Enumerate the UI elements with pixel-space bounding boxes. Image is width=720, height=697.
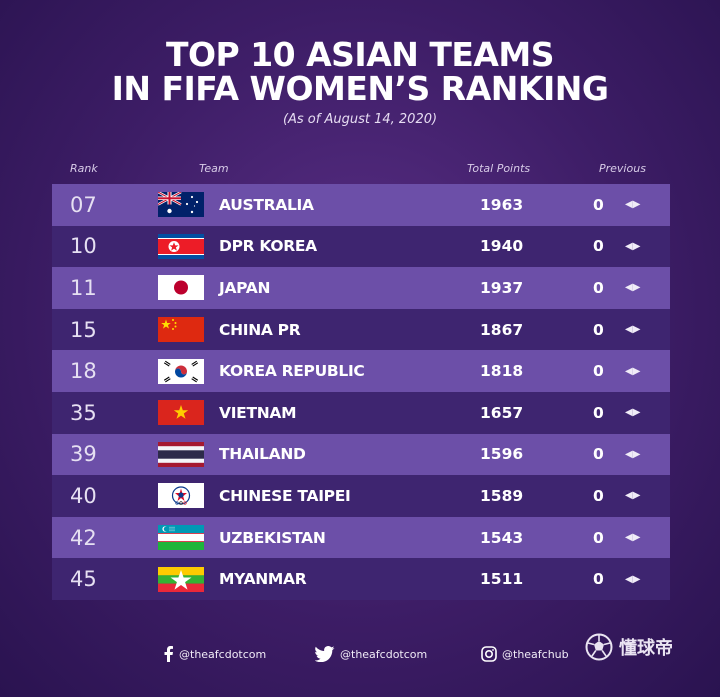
footer-facebook[interactable]: @theafcdotcom [162, 646, 266, 662]
unchanged-arrows-icon: ◀▶ [625, 573, 641, 585]
rank-cell: 40 [70, 483, 97, 508]
rank-cell: 15 [70, 317, 97, 342]
total-points: 1937 [480, 278, 524, 297]
page-subtitle: (As of August 14, 2020) [282, 112, 438, 127]
column-header-previous: Previous [599, 162, 646, 175]
team-name: DPR KOREA [219, 237, 317, 256]
total-points: 1511 [480, 570, 524, 589]
total-points: 1940 [480, 237, 524, 256]
column-header-rank: Rank [70, 162, 98, 175]
twitter-icon [315, 646, 335, 662]
watermark-text: 懂球帝 [619, 638, 673, 659]
instagram-icon [481, 646, 497, 662]
rank-cell: 42 [70, 525, 97, 550]
title-line-2: IN FIFA WOMEN’S RANKING [111, 69, 609, 108]
rank-cell: 10 [70, 234, 97, 259]
previous-change: 0 [593, 403, 604, 422]
table-row: 18 KOREA REPUBLIC 1818 0 ◀▶ [52, 350, 670, 392]
thailand-flag-icon [158, 441, 204, 467]
previous-change: 0 [593, 362, 604, 381]
footer-twitter[interactable]: @theafcdotcom [315, 646, 427, 662]
table-row: 10 DPR KOREA 1940 0 ◀▶ [52, 225, 670, 268]
chinese-taipei-flag-icon [158, 483, 204, 509]
team-name: VIETNAM [219, 403, 297, 422]
table-row: 11 JAPAN 1937 0 ◀▶ [52, 267, 670, 309]
vietnam-flag-icon [158, 400, 204, 426]
rank-cell: 35 [70, 400, 97, 425]
total-points: 1589 [480, 486, 524, 505]
table-row: 45 MYANMAR 1511 0 ◀▶ [52, 558, 670, 600]
total-points: 1963 [480, 195, 524, 214]
ranking-table: 07 [52, 184, 670, 600]
total-points: 1596 [480, 445, 524, 464]
china-flag-icon [158, 317, 204, 343]
team-name: JAPAN [219, 278, 271, 297]
unchanged-arrows-icon: ◀▶ [625, 490, 641, 502]
table-row: 40 CHINESE TAIPEI 1589 0 ◀▶ [52, 475, 670, 517]
team-name: CHINESE TAIPEI [219, 486, 351, 505]
rank-cell: 07 [70, 192, 97, 217]
previous-change: 0 [593, 486, 604, 505]
myanmar-flag-icon [158, 566, 204, 592]
instagram-handle: @theafchub [502, 647, 569, 661]
team-name: UZBEKISTAN [219, 528, 326, 547]
total-points: 1657 [480, 403, 524, 422]
previous-change: 0 [593, 320, 604, 339]
table-row: 15 CHINA PR 1867 0 ◀▶ [52, 308, 670, 351]
japan-flag-icon [158, 275, 204, 301]
unchanged-arrows-icon: ◀▶ [625, 448, 641, 460]
australia-flag-icon [158, 192, 204, 218]
unchanged-arrows-icon: ◀▶ [625, 532, 641, 544]
team-name: MYANMAR [219, 570, 307, 589]
total-points: 1867 [480, 320, 524, 339]
unchanged-arrows-icon: ◀▶ [625, 324, 641, 336]
previous-change: 0 [593, 528, 604, 547]
total-points: 1543 [480, 528, 524, 547]
total-points: 1818 [480, 362, 524, 381]
rank-cell: 11 [70, 275, 97, 300]
title-line-1: TOP 10 ASIAN TEAMS [165, 35, 555, 74]
footer-instagram[interactable]: @theafchub [481, 646, 569, 662]
table-row: 07 [52, 184, 670, 226]
twitter-handle: @theafcdotcom [340, 647, 428, 661]
facebook-icon [164, 646, 173, 662]
team-name: CHINA PR [219, 320, 301, 339]
unchanged-arrows-icon: ◀▶ [625, 199, 641, 211]
team-name: AUSTRALIA [219, 195, 314, 214]
previous-change: 0 [593, 445, 604, 464]
unchanged-arrows-icon: ◀▶ [625, 407, 641, 419]
north-korea-flag-icon [158, 233, 204, 259]
team-name: KOREA REPUBLIC [219, 362, 365, 381]
page-title: TOP 10 ASIAN TEAMS IN FIFA WOMEN’S RANKI… [0, 38, 720, 106]
column-header-team: Team [199, 162, 229, 175]
unchanged-arrows-icon: ◀▶ [625, 240, 641, 252]
table-row: 35 VIETNAM 1657 0 ◀▶ [52, 391, 670, 434]
watermark: 懂球帝 [585, 633, 673, 661]
south-korea-flag-icon [158, 358, 204, 384]
facebook-handle: @theafcdotcom [179, 647, 267, 661]
previous-change: 0 [593, 237, 604, 256]
rank-cell: 45 [70, 567, 97, 592]
previous-change: 0 [593, 570, 604, 589]
rank-cell: 39 [70, 442, 97, 467]
uzbekistan-flag-icon [158, 525, 204, 551]
unchanged-arrows-icon: ◀▶ [625, 365, 641, 377]
team-name: THAILAND [219, 445, 306, 464]
previous-change: 0 [593, 195, 604, 214]
unchanged-arrows-icon: ◀▶ [625, 282, 641, 294]
rank-cell: 18 [70, 359, 97, 384]
column-header-points: Total Points [467, 162, 531, 175]
table-row: 42 UZBEKISTAN 1543 0 ◀▶ [52, 516, 670, 559]
table-row: 39 THAILAND 1596 0 ◀▶ [52, 433, 670, 476]
previous-change: 0 [593, 278, 604, 297]
soccer-ball-icon [585, 633, 613, 661]
